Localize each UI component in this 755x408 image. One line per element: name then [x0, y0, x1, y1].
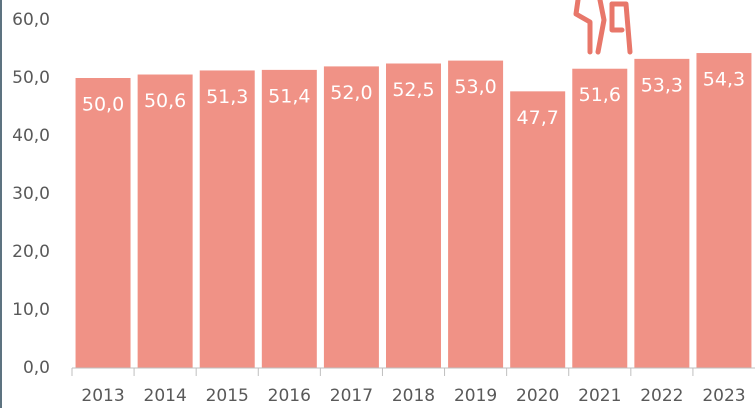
y-tick-label: 20,0: [12, 242, 50, 262]
y-tick-label: 0,0: [23, 358, 50, 378]
bar: [323, 66, 379, 369]
bar: [75, 78, 131, 368]
x-tick-label: 2013: [81, 386, 124, 406]
x-tick-label: 2021: [578, 386, 621, 406]
y-tick-label: 40,0: [12, 126, 50, 146]
value-label: 52,5: [392, 79, 434, 101]
y-tick-label: 60,0: [12, 10, 50, 30]
value-label: 51,3: [206, 86, 248, 108]
bar: [634, 58, 690, 369]
x-tick-label: 2015: [206, 386, 249, 406]
value-label: 51,6: [579, 84, 621, 106]
x-tick-label: 2022: [640, 386, 683, 406]
x-tick-label: 2017: [330, 386, 373, 406]
icon: [573, 0, 633, 55]
value-label: 54,3: [703, 69, 745, 91]
x-tick-label: 2014: [144, 386, 187, 406]
value-label: 52,0: [330, 82, 372, 104]
x-tick-label: 2016: [268, 386, 311, 406]
value-label: 50,0: [82, 94, 124, 116]
value-label: 51,4: [268, 85, 310, 107]
y-tick-label: 30,0: [12, 184, 50, 204]
bar: [386, 63, 441, 368]
bar: [137, 74, 193, 369]
x-tick-label: 2018: [392, 386, 435, 406]
x-tick-label: 2023: [702, 386, 745, 406]
bar: [696, 53, 752, 369]
value-label: 53,3: [641, 74, 683, 96]
bar: [572, 68, 628, 368]
value-label: 53,0: [454, 76, 496, 98]
bar: [199, 70, 255, 369]
x-tick-label: 2019: [454, 386, 497, 406]
bar: [261, 69, 317, 368]
value-label: 50,6: [144, 90, 186, 112]
value-label: 47,7: [517, 107, 559, 129]
bar: [448, 60, 504, 368]
y-tick-label: 10,0: [12, 300, 50, 320]
bar: [510, 91, 566, 368]
x-tick-label: 2020: [516, 386, 559, 406]
y-tick-label: 50,0: [12, 68, 50, 88]
